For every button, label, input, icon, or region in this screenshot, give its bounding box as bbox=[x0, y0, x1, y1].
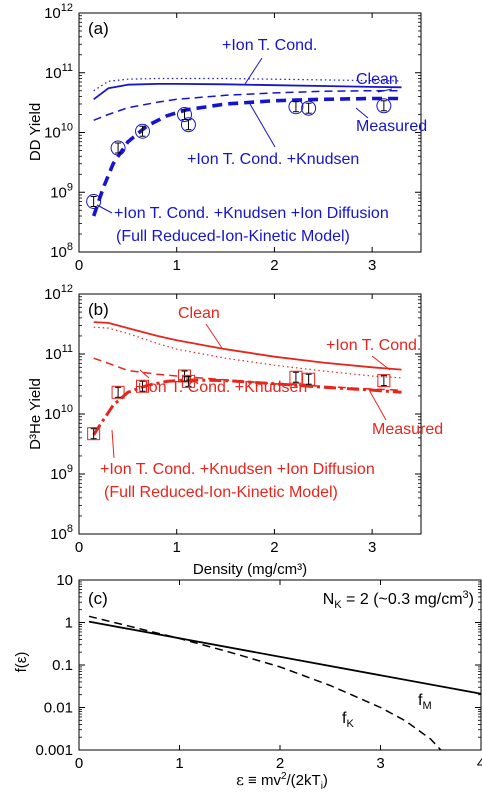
series-line-thick-dashed bbox=[91, 96, 402, 217]
panel-c-label: (c) bbox=[88, 589, 108, 608]
measured-point bbox=[289, 370, 303, 384]
y-tick-label: 0.001 bbox=[35, 742, 73, 759]
panel-b-ticks: 0 1 2 3 108 109 1010 1011 1012 bbox=[44, 283, 421, 556]
measured-point bbox=[377, 374, 391, 388]
measured-point bbox=[136, 379, 150, 393]
panel-a: 0 1 2 3 108 109 1010 1011 1012 (a) DD Yield +Ion… bbox=[27, 2, 427, 274]
series-line-dotted bbox=[93, 77, 402, 92]
x-tick-label: 0 bbox=[75, 539, 83, 556]
a-anno-measured: Measured bbox=[356, 118, 427, 135]
series-line-solid bbox=[93, 321, 402, 371]
b-anno-measured: Measured bbox=[372, 421, 443, 438]
b-anno-ion-diffusion: +Ion T. Cond. +Knudsen +Ion Diffusion bbox=[100, 461, 375, 478]
b-anno-knudsen: +Ion T. Cond. +Knudsen bbox=[135, 379, 307, 396]
panel-a-measured-points bbox=[86, 98, 392, 210]
measured-point bbox=[181, 374, 195, 388]
y-tick-label: 1011 bbox=[45, 343, 73, 363]
label-f-k: fK bbox=[342, 710, 354, 730]
y-tick-label: 108 bbox=[50, 523, 73, 543]
panel-a-label: (a) bbox=[88, 19, 109, 38]
panel-c-curves bbox=[88, 615, 482, 751]
panel-a-leader-lines bbox=[96, 57, 393, 214]
panel-b-curves bbox=[92, 321, 402, 436]
measured-point bbox=[110, 140, 126, 156]
measured-point bbox=[302, 372, 316, 386]
measured-point bbox=[288, 99, 304, 115]
series-line-thick-dashdot bbox=[92, 378, 402, 436]
panel-a-ticks: 0 1 2 3 108 109 1010 1011 1012 bbox=[44, 2, 421, 274]
a-anno-clean: Clean bbox=[356, 71, 398, 88]
x-tick-label: 0 bbox=[75, 755, 83, 772]
measured-point bbox=[87, 427, 101, 441]
a-anno-full-model: (Full Reduced-Ion-Kinetic Model) bbox=[116, 228, 350, 245]
panel-c-ylabel: f(ε) bbox=[13, 652, 30, 673]
measured-point bbox=[86, 194, 102, 210]
x-tick-label: 0 bbox=[75, 257, 83, 274]
x-tick-label: 3 bbox=[368, 539, 376, 556]
b-anno-clean: Clean bbox=[178, 305, 220, 322]
x-tick-label: 3 bbox=[376, 755, 384, 772]
series-line-f_K bbox=[88, 615, 442, 751]
y-tick-label: 1012 bbox=[44, 283, 73, 303]
x-tick-label: 2 bbox=[270, 539, 278, 556]
measured-point bbox=[111, 385, 125, 399]
y-tick-label: 1 bbox=[65, 615, 73, 632]
panel-b: 0 1 2 3 108 109 1010 1011 1012 (b) D³He Yield De… bbox=[27, 283, 443, 578]
panel-b-ylabel: D³He Yield bbox=[27, 378, 44, 450]
series-line-dashed bbox=[93, 357, 402, 391]
panel-c-xlabel: ε ≡ mv2/(2kTi) bbox=[236, 771, 328, 792]
x-tick-label: 2 bbox=[270, 257, 278, 274]
b-anno-ion-t-cond: +Ion T. Cond. bbox=[326, 337, 421, 354]
x-tick-label: 1 bbox=[173, 539, 181, 556]
y-tick-label: 10 bbox=[56, 572, 73, 589]
y-tick-label: 1012 bbox=[44, 2, 73, 22]
panel-a-ylabel: DD Yield bbox=[27, 103, 44, 161]
y-tick-label: 0.01 bbox=[44, 700, 73, 717]
y-tick-label: 1010 bbox=[44, 403, 73, 423]
series-line-solid bbox=[93, 83, 402, 101]
measured-point bbox=[301, 100, 317, 116]
x-tick-label: 4 bbox=[477, 755, 482, 772]
a-anno-ion-t-cond: +Ion T. Cond. bbox=[222, 37, 317, 54]
panel-c-ticks: 0 1 2 3 4 0.001 0.01 0.1 1 10 bbox=[35, 572, 482, 772]
x-tick-label: 1 bbox=[175, 755, 183, 772]
panel-a-curves bbox=[91, 77, 402, 217]
panel-c-header: NK = 2 (~0.3 mg/cm3) bbox=[323, 589, 474, 611]
measured-point bbox=[376, 98, 392, 114]
b-anno-full-model: (Full Reduced-Ion-Kinetic Model) bbox=[104, 484, 338, 501]
y-tick-label: 109 bbox=[50, 181, 73, 201]
y-tick-label: 109 bbox=[50, 463, 73, 483]
measured-point bbox=[177, 107, 193, 123]
y-tick-label: 108 bbox=[50, 241, 73, 261]
y-tick-label: 1011 bbox=[45, 62, 73, 82]
series-line-f_M bbox=[88, 620, 482, 695]
measured-point bbox=[135, 123, 151, 139]
x-tick-label: 1 bbox=[173, 257, 181, 274]
panel-b-measured-points bbox=[87, 369, 391, 441]
panel-b-label: (b) bbox=[88, 300, 109, 319]
panel-b-leader-lines bbox=[111, 323, 391, 459]
a-anno-knudsen: +Ion T. Cond. +Knudsen bbox=[187, 151, 359, 168]
x-tick-label: 3 bbox=[368, 257, 376, 274]
measured-point bbox=[180, 117, 196, 133]
x-tick-label: 2 bbox=[276, 755, 284, 772]
panel-b-xlabel: Density (mg/cm³) bbox=[193, 561, 307, 578]
panel-c: 0 1 2 3 4 0.001 0.01 0.1 1 10 (c) f(ε) NK = 2 (~0… bbox=[13, 572, 482, 792]
y-tick-label: 0.1 bbox=[52, 657, 73, 674]
label-f-m: fM bbox=[418, 692, 432, 712]
series-line-dashed bbox=[93, 89, 402, 121]
y-tick-label: 1010 bbox=[44, 122, 73, 142]
a-anno-ion-diffusion: +Ion T. Cond. +Knudsen +Ion Diffusion bbox=[114, 205, 389, 222]
